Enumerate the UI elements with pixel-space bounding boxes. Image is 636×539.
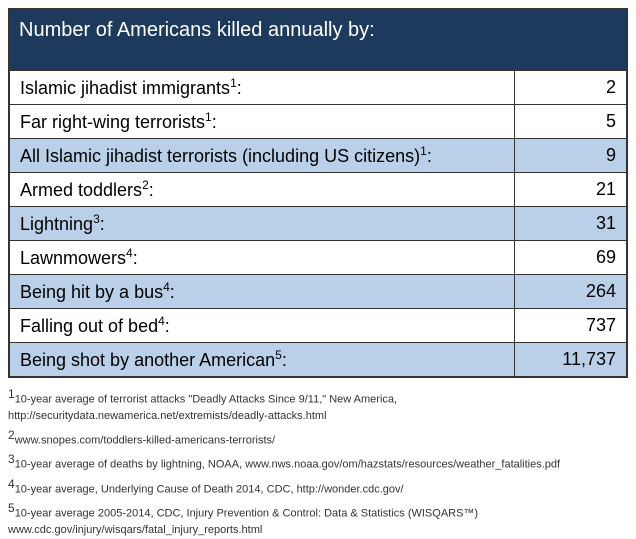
- row-label-text: All Islamic jihadist terrorists (includi…: [20, 146, 420, 166]
- row-sup: 1: [205, 110, 212, 124]
- row-sup: 4: [126, 246, 133, 260]
- row-value: 737: [515, 309, 627, 343]
- row-label: Lightning3:: [10, 207, 515, 241]
- row-value: 69: [515, 241, 627, 275]
- row-sup: 3: [93, 212, 100, 226]
- row-value: 264: [515, 275, 627, 309]
- row-suffix: :: [427, 146, 432, 166]
- row-label: Far right-wing terrorists1:: [10, 105, 515, 139]
- footnote-sup: 4: [8, 477, 15, 491]
- row-label: Islamic jihadist immigrants1:: [10, 71, 515, 105]
- table-row: Being shot by another American5:11,737: [10, 343, 627, 377]
- table-row: Being hit by a bus4:264: [10, 275, 627, 309]
- row-label-text: Being hit by a bus: [20, 282, 163, 302]
- row-label-text: Lightning: [20, 214, 93, 234]
- row-value: 21: [515, 173, 627, 207]
- data-table: Islamic jihadist immigrants1:2Far right-…: [9, 70, 627, 377]
- row-label: All Islamic jihadist terrorists (includi…: [10, 139, 515, 173]
- table-row: All Islamic jihadist terrorists (includi…: [10, 139, 627, 173]
- row-label: Lawnmowers4:: [10, 241, 515, 275]
- row-label-text: Being shot by another American: [20, 350, 275, 370]
- table-row: Lightning3:31: [10, 207, 627, 241]
- footnote: 2www.snopes.com/toddlers-killed-american…: [8, 427, 628, 450]
- footnote: 110-year average of terrorist attacks "D…: [8, 386, 628, 425]
- row-sup: 4: [158, 314, 165, 328]
- row-label: Being hit by a bus4:: [10, 275, 515, 309]
- row-suffix: :: [282, 350, 287, 370]
- row-sup: 1: [420, 144, 427, 158]
- page-title: Number of Americans killed annually by:: [9, 9, 627, 70]
- footnote-sup: 2: [8, 428, 15, 442]
- row-label-text: Islamic jihadist immigrants: [20, 78, 230, 98]
- table-row: Islamic jihadist immigrants1:2: [10, 71, 627, 105]
- footnote: 410-year average, Underlying Cause of De…: [8, 476, 628, 499]
- footnote: 510-year average 2005-2014, CDC, Injury …: [8, 500, 628, 539]
- table-container: Number of Americans killed annually by: …: [8, 8, 628, 378]
- footnote: 310-year average of deaths by lightning,…: [8, 451, 628, 474]
- row-value: 11,737: [515, 343, 627, 377]
- row-label-text: Armed toddlers: [20, 180, 142, 200]
- row-value: 31: [515, 207, 627, 241]
- row-label: Being shot by another American5:: [10, 343, 515, 377]
- row-suffix: :: [149, 180, 154, 200]
- row-label: Falling out of bed4:: [10, 309, 515, 343]
- row-sup: 2: [142, 178, 149, 192]
- row-suffix: :: [237, 78, 242, 98]
- row-suffix: :: [165, 316, 170, 336]
- row-suffix: :: [212, 112, 217, 132]
- footnote-sup: 1: [8, 387, 15, 401]
- footnote-sup: 5: [8, 501, 15, 515]
- row-label-text: Lawnmowers: [20, 248, 126, 268]
- row-suffix: :: [100, 214, 105, 234]
- table-row: Lawnmowers4:69: [10, 241, 627, 275]
- footnote-text: 10-year average 2005-2014, CDC, Injury P…: [8, 508, 478, 536]
- footnotes: 110-year average of terrorist attacks "D…: [8, 386, 628, 539]
- table-row: Falling out of bed4:737: [10, 309, 627, 343]
- row-label-text: Far right-wing terrorists: [20, 112, 205, 132]
- table-row: Far right-wing terrorists1:5: [10, 105, 627, 139]
- row-label: Armed toddlers2:: [10, 173, 515, 207]
- row-suffix: :: [133, 248, 138, 268]
- row-value: 2: [515, 71, 627, 105]
- row-sup: 1: [230, 76, 237, 90]
- footnote-sup: 3: [8, 452, 15, 466]
- row-sup: 4: [163, 280, 170, 294]
- table-row: Armed toddlers2:21: [10, 173, 627, 207]
- row-suffix: :: [170, 282, 175, 302]
- row-label-text: Falling out of bed: [20, 316, 158, 336]
- row-value: 5: [515, 105, 627, 139]
- footnote-text: 10-year average, Underlying Cause of Dea…: [15, 483, 404, 495]
- footnote-text: www.snopes.com/toddlers-killed-americans…: [15, 434, 275, 446]
- footnote-text: 10-year average of deaths by lightning, …: [15, 459, 560, 471]
- row-sup: 5: [275, 348, 282, 362]
- footnote-text: 10-year average of terrorist attacks "De…: [8, 394, 397, 422]
- row-value: 9: [515, 139, 627, 173]
